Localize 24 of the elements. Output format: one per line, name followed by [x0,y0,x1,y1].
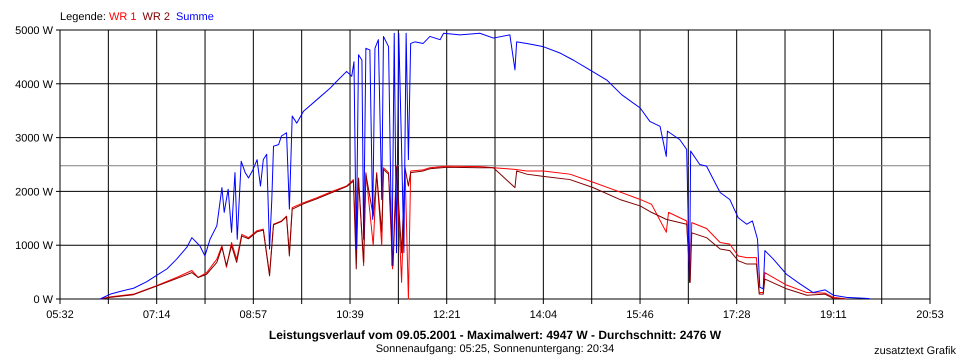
y-tick-label: 0 W [33,294,54,306]
y-tick-label: 5000 W [15,25,54,37]
line-series [100,32,871,300]
x-tick-label: 07:14 [142,309,170,321]
legend-title: Legende: [60,11,109,23]
y-tick-label: 4000 W [15,78,54,91]
x-tick-label: 10:39 [336,309,364,321]
text: zusatztext Grafik [874,345,956,357]
x-tick-label: 14:04 [530,309,558,321]
y-tick-label: 3000 W [15,132,54,145]
x-tick-label: 08:57 [240,309,268,321]
text: Summe [176,11,214,23]
x-tick-label: 05:32 [46,309,74,321]
x-tick-label: 12:21 [432,309,460,321]
text: WR 1 [108,11,136,23]
x-tick-label: 17:28 [722,309,750,321]
x-tick-label: 15:46 [626,309,654,321]
text: WR 2 [142,11,170,23]
y-tick-label: 2000 W [15,186,54,198]
text: Leistungsverlauf vom 09.05.2001 - Maximalwert: 4947 W - Durchschnitt: 2476 W [268,328,722,342]
y-tick-label: 1000 W [15,240,54,252]
text: Sonnenaufgang: 05:25, Sonnenuntergang: 20:34 [376,343,614,355]
x-tick-label: 19:11 [820,309,847,321]
x-tick-label: 20:53 [916,309,944,321]
